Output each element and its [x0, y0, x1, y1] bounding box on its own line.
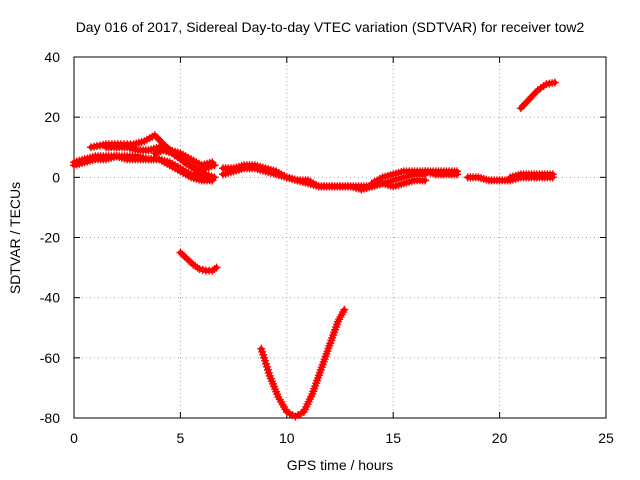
y-tick-label: -40 — [40, 290, 60, 306]
data-point — [210, 161, 219, 170]
data-point — [421, 176, 430, 185]
data-point — [210, 173, 219, 182]
series-track-e — [150, 146, 219, 176]
series-track-m — [421, 167, 462, 176]
y-tick-label: 40 — [44, 49, 60, 65]
x-tick-label: 10 — [279, 430, 295, 446]
series-track-p — [516, 78, 559, 113]
y-axis-title: SDTVAR / TECUs — [7, 182, 23, 294]
grid — [74, 57, 606, 418]
chart-title: Day 016 of 2017, Sidereal Day-to-day VTE… — [76, 19, 585, 35]
x-tick-label: 25 — [598, 430, 614, 446]
data-series — [70, 78, 559, 421]
data-point — [550, 78, 559, 87]
series-track-l — [378, 176, 430, 191]
data-point — [340, 305, 349, 314]
series-line — [258, 307, 347, 419]
series-track-o — [506, 170, 557, 182]
series-track-i — [257, 305, 349, 421]
x-axis-title: GPS time / hours — [287, 457, 394, 473]
y-tick-label: -60 — [40, 350, 60, 366]
y-tick-label: 0 — [52, 169, 60, 185]
data-point — [453, 167, 462, 176]
data-point — [212, 263, 221, 272]
y-tick-label: -20 — [40, 230, 60, 246]
y-tick-label: -80 — [40, 410, 60, 426]
y-tick-label: 20 — [44, 109, 60, 125]
x-tick-label: 0 — [70, 430, 78, 446]
x-tick-label: 20 — [492, 430, 508, 446]
data-point — [548, 170, 557, 179]
x-tick-label: 15 — [385, 430, 401, 446]
x-tick-label: 5 — [177, 430, 185, 446]
axis-ticks: 0 5 10 15 20 25 -80 -60 -40 -20 0 20 40 — [40, 49, 614, 446]
series-track-f — [176, 248, 221, 275]
